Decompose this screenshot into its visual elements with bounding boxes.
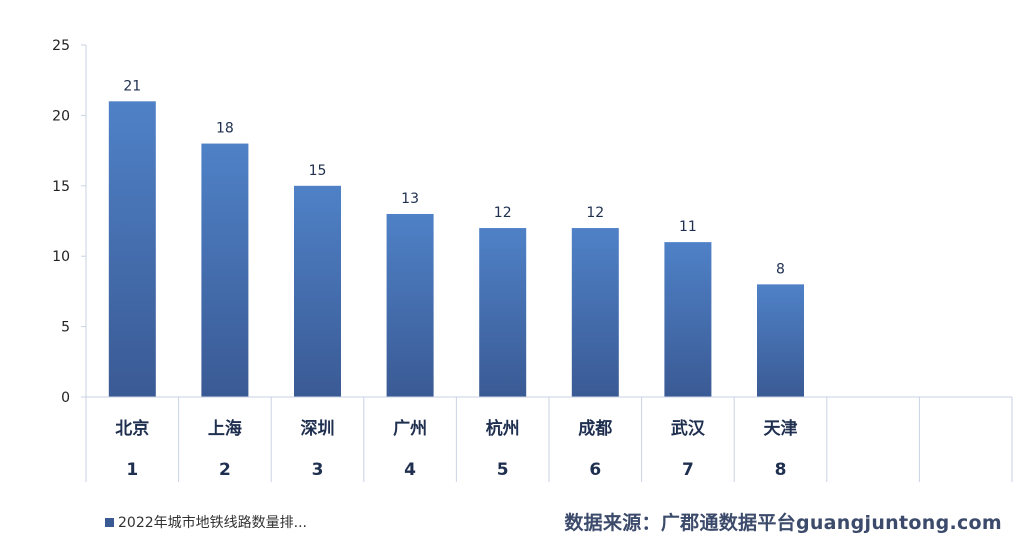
y-tick-label: 15 [52, 179, 70, 195]
x-category-label: 成都 [578, 418, 612, 439]
legend: 2022年城市地铁线路数量排... [105, 512, 307, 532]
bars: 21 18 15 13 12 12 11 8 [108, 78, 804, 397]
data-source-credit: 数据来源：广郡通数据平台guangjuntong.com [564, 512, 1002, 534]
y-axis: 0 5 10 15 20 25 [52, 38, 87, 482]
x-category-label: 广州 [393, 418, 427, 439]
bar-value-label: 8 [776, 261, 785, 277]
bar-value-label: 12 [586, 205, 604, 221]
legend-label: 2022年城市地铁线路数量排... [118, 515, 307, 531]
y-tick-label: 5 [61, 320, 70, 336]
x-category-label: 上海 [208, 418, 242, 439]
bar [108, 101, 156, 397]
bar-value-label: 12 [494, 205, 512, 221]
x-rank-label: 5 [497, 460, 509, 480]
x-category-label: 天津 [764, 418, 798, 439]
x-rank-label: 4 [404, 460, 416, 480]
x-rank-label: 3 [312, 460, 324, 480]
bar [757, 284, 804, 397]
bar [201, 143, 249, 397]
x-rank-label: 7 [682, 460, 694, 480]
bar-value-label: 11 [679, 219, 697, 235]
x-rank-label: 6 [589, 460, 601, 480]
x-rank-label: 1 [126, 460, 138, 480]
bar [294, 185, 341, 397]
x-category-label: 深圳 [301, 418, 335, 439]
x-category-label: 武汉 [671, 418, 706, 439]
y-tick-label: 0 [61, 390, 70, 406]
x-axis: 北京 1 上海 2 深圳 3 广州 4 杭州 5 成都 6 武汉 7 天津 8 [85, 396, 1013, 482]
bar-value-label: 18 [216, 121, 234, 137]
bar [571, 228, 619, 397]
y-tick-label: 25 [52, 38, 70, 54]
x-rank-label: 2 [219, 460, 231, 480]
x-rank-label: 8 [775, 460, 787, 480]
bar-value-label: 15 [309, 163, 327, 179]
y-tick-label: 10 [52, 249, 70, 265]
bar-value-label: 13 [401, 191, 419, 207]
bar-value-label: 21 [123, 78, 141, 94]
bar [386, 213, 434, 397]
bar [479, 228, 527, 397]
legend-swatch [105, 517, 114, 527]
x-category-label: 北京 [115, 418, 149, 439]
bar [664, 242, 712, 397]
y-tick-label: 20 [52, 108, 70, 124]
x-category-label: 杭州 [486, 418, 520, 439]
